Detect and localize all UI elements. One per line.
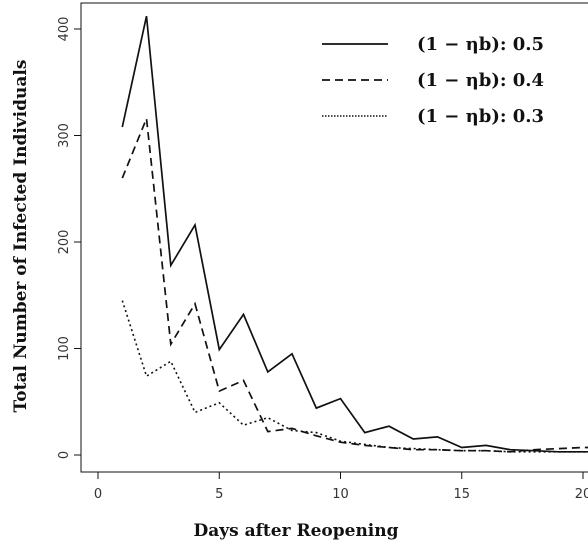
legend-label: (1 − ηb): 0.4: [417, 70, 544, 91]
y-axis-label: Total Number of Infected Individuals: [11, 60, 31, 413]
legend: (1 − ηb): 0.5 (1 − ηb): 0.4 (1 − ηb): 0.3: [322, 34, 544, 127]
y-tick-label: 0: [57, 451, 72, 459]
series-layer: [121, 16, 588, 453]
y-tick-label: 100: [57, 336, 72, 361]
y-tick-label: 300: [57, 123, 72, 148]
x-axis-label: Days after Reopening: [193, 521, 398, 541]
x-tick-label: 5: [215, 487, 223, 502]
x-tick-label: 15: [453, 487, 470, 502]
x-axis: 0 5 10 15 20: [94, 472, 588, 502]
series-line-dotted: [121, 300, 588, 453]
legend-label: (1 − ηb): 0.5: [417, 34, 544, 55]
y-tick-label: 200: [57, 230, 72, 255]
x-tick-label: 20: [575, 487, 588, 502]
series-line-dashed: [121, 118, 588, 453]
y-axis: 0 100 200 300 400: [57, 17, 81, 459]
y-tick-label: 400: [57, 17, 72, 42]
x-tick-label: 10: [332, 487, 349, 502]
legend-label: (1 − ηb): 0.3: [417, 106, 544, 127]
x-tick-label: 0: [94, 487, 102, 502]
